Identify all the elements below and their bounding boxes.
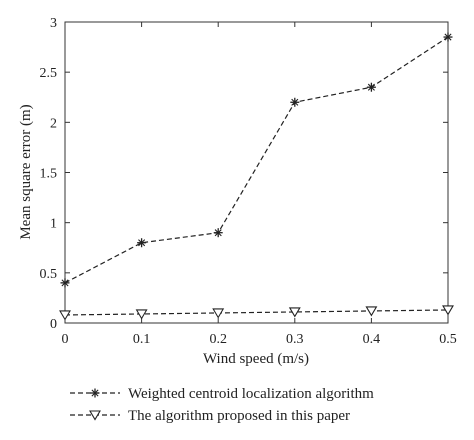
x-axis-ticks: 0 0.1 0.2 0.3 0.4 0.5	[62, 22, 457, 347]
x-tick-label: 0.3	[286, 332, 304, 347]
series-2	[59, 305, 454, 321]
data-point-star	[443, 32, 453, 42]
x-tick-label: 0	[62, 332, 69, 347]
y-tick-label: 2.5	[40, 66, 58, 81]
plot-area	[64, 21, 449, 324]
data-point-triangle-down	[288, 307, 301, 318]
x-tick-label: 0.2	[209, 332, 227, 347]
x-tick-label: 0.4	[363, 332, 381, 347]
y-tick-label: 3	[50, 16, 57, 31]
x-axis-label: Wind speed (m/s)	[203, 351, 309, 367]
data-point-star	[90, 388, 100, 398]
y-tick-label: 2	[50, 116, 57, 131]
legend: Weighted centroid localization algorithm…	[70, 386, 374, 424]
data-point-triangle-down	[442, 305, 454, 316]
y-tick-label: 1.5	[40, 167, 58, 182]
y-tick-label: 0.5	[40, 267, 58, 282]
y-tick-label: 1	[50, 217, 57, 232]
data-point-triangle-down	[135, 309, 148, 320]
legend-label: The algorithm proposed in this paper	[128, 408, 350, 424]
data-point-star	[60, 278, 70, 288]
series-layer	[59, 32, 454, 321]
series-line	[64, 36, 449, 284]
y-axis-ticks: 0 0.5 1 1.5 2 2.5 3	[40, 16, 448, 332]
data-point-star	[366, 82, 376, 92]
legend-item: Weighted centroid localization algorithm	[70, 386, 374, 402]
series-1	[60, 32, 453, 288]
data-point-star	[137, 238, 147, 248]
x-tick-label: 0.1	[133, 332, 151, 347]
data-point-star	[290, 97, 300, 107]
x-tick-label: 0.5	[439, 332, 457, 347]
y-axis-label: Mean square error (m)	[18, 104, 34, 239]
legend-label: Weighted centroid localization algorithm	[128, 386, 374, 402]
legend-item: The algorithm proposed in this paper	[70, 408, 350, 424]
data-point-star	[213, 228, 223, 238]
data-point-triangle-down	[212, 308, 225, 319]
data-point-triangle-down	[89, 410, 101, 421]
y-tick-label: 0	[50, 317, 57, 332]
data-point-triangle-down	[59, 310, 71, 321]
data-point-triangle-down	[365, 306, 378, 317]
